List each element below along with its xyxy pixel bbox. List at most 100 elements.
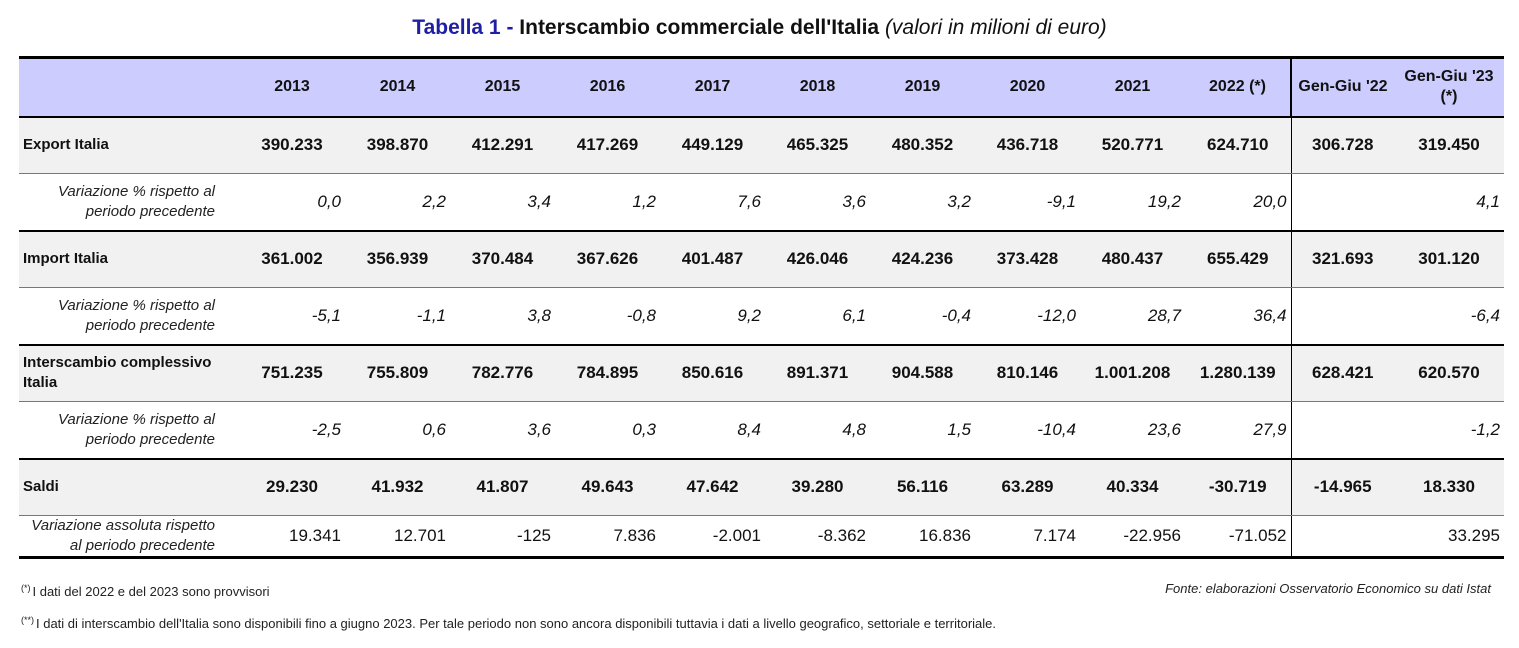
row-label: Variazione assoluta rispetto al periodo … [19,515,239,559]
table-row: Variazione % rispetto al periodo precede… [19,287,1504,346]
table-cell: 9,2 [660,287,765,346]
table-cell: 63.289 [975,458,1080,516]
table-cell: 810.146 [975,344,1080,402]
table-row: Interscambio complessivo Italia 751.235 75… [19,344,1504,402]
table-cell: 751.235 [239,344,345,402]
column-header: Gen-Giu '23 (*) [1394,56,1504,118]
table-cell: -0,8 [555,287,660,346]
column-header: 2016 [555,56,660,118]
table-cell: -22.956 [1080,515,1185,559]
row-label: Saldi [19,458,239,516]
table-title: Tabella 1 - Interscambio commerciale del… [0,16,1519,40]
table-cell: 0,0 [239,173,345,232]
table-cell: 373.428 [975,230,1080,288]
table-cell: 398.870 [345,116,450,174]
table-row: Saldi 29.230 41.932 41.807 49.643 47.642 39.28… [19,458,1504,516]
table-cell: 12.701 [345,515,450,559]
column-header: 2020 [975,56,1080,118]
table-cell: 41.932 [345,458,450,516]
table-cell: 28,7 [1080,287,1185,346]
column-header: 2021 [1080,56,1185,118]
row-label: Interscambio complessivo Italia [19,344,239,402]
table-cell: 4,8 [765,401,870,460]
table-cell: 7,6 [660,173,765,232]
table-cell: 321.693 [1290,230,1394,288]
table-cell: 3,6 [765,173,870,232]
table-cell: 850.616 [660,344,765,402]
table-cell: 1,5 [870,401,975,460]
table-cell: -9,1 [975,173,1080,232]
table-cell [1290,401,1394,460]
footnote-1-text: I dati del 2022 e del 2023 sono provviso… [32,584,270,599]
table-cell: 782.776 [450,344,555,402]
table-cell: 306.728 [1290,116,1394,174]
table-cell: 3,4 [450,173,555,232]
table-cell: 390.233 [239,116,345,174]
row-label: Export Italia [19,116,239,174]
table-cell: 620.570 [1394,344,1504,402]
table-cell: 520.771 [1080,116,1185,174]
table-cell: 8,4 [660,401,765,460]
column-header: 2013 [239,56,345,118]
table-cell: 39.280 [765,458,870,516]
table-cell: 480.437 [1080,230,1185,288]
row-label: Variazione % rispetto al periodo precede… [19,401,239,460]
source-note: Fonte: elaborazioni Osservatorio Economi… [1165,581,1491,596]
table-cell: 40.334 [1080,458,1185,516]
table-cell: 465.325 [765,116,870,174]
table-cell: -71.052 [1185,515,1291,559]
table-row: Variazione % rispetto al periodo precede… [19,401,1504,460]
table-cell: 47.642 [660,458,765,516]
table-cell: 20,0 [1185,173,1291,232]
table-cell: -1,2 [1394,401,1504,460]
table-cell: 624.710 [1185,116,1291,174]
footnote-1-mark: (*) [21,583,31,593]
table-cell: 23,6 [1080,401,1185,460]
table-cell: 41.807 [450,458,555,516]
header-row: 2013 2014 2015 2016 2017 2018 2019 2020 2021 2022… [19,56,1504,118]
footnote-1: (*) I dati del 2022 e del 2023 sono provv… [21,583,270,599]
trade-table: 2013 2014 2015 2016 2017 2018 2019 2020 2021 2022… [19,56,1504,559]
row-label: Variazione % rispetto al periodo precede… [19,173,239,232]
table-row: Import Italia 361.002 356.939 370.484 367.62… [19,230,1504,288]
table-row: Variazione % rispetto al periodo precede… [19,173,1504,232]
table-cell: -8.362 [765,515,870,559]
table-cell: 3,2 [870,173,975,232]
table-row: Export Italia 390.233 398.870 412.291 417.26… [19,116,1504,174]
table-cell: 19,2 [1080,173,1185,232]
table-cell [1290,173,1394,232]
table-cell: 1,2 [555,173,660,232]
table-cell: 424.236 [870,230,975,288]
column-header: Gen-Giu '22 [1290,56,1394,118]
table-cell: 29.230 [239,458,345,516]
column-header: 2018 [765,56,870,118]
table-number: Tabella 1 - [412,16,520,39]
table-cell: 36,4 [1185,287,1291,346]
table-cell: 319.450 [1394,116,1504,174]
table-cell: 27,9 [1185,401,1291,460]
table-cell: 412.291 [450,116,555,174]
table-cell: 3,6 [450,401,555,460]
table-cell: 301.120 [1394,230,1504,288]
table-cell: -10,4 [975,401,1080,460]
table-cell: 16.836 [870,515,975,559]
table-cell: 367.626 [555,230,660,288]
column-header: 2017 [660,56,765,118]
table-cell: 19.341 [239,515,345,559]
footnote-2: (**) I dati di interscambio dell'Italia s… [21,615,996,631]
table-cell: 18.330 [1394,458,1504,516]
column-header: 2015 [450,56,555,118]
table-cell: -1,1 [345,287,450,346]
table-cell: -14.965 [1290,458,1394,516]
table-cell: 356.939 [345,230,450,288]
column-header: 2014 [345,56,450,118]
table-cell: 6,1 [765,287,870,346]
footnote-2-text: I dati di interscambio dell'Italia sono … [36,616,997,631]
table-cell: -30.719 [1185,458,1291,516]
table-cell: 628.421 [1290,344,1394,402]
table-cell: 891.371 [765,344,870,402]
table-cell: 1.001.208 [1080,344,1185,402]
table-cell: -12,0 [975,287,1080,346]
row-label: Variazione % rispetto al periodo precede… [19,287,239,346]
table-cell: -5,1 [239,287,345,346]
